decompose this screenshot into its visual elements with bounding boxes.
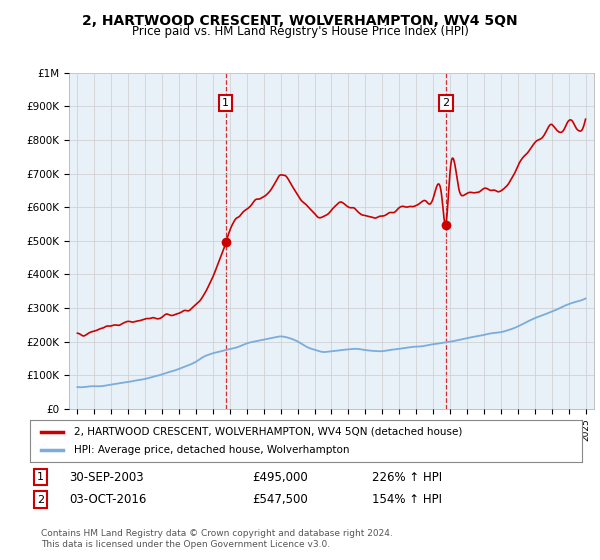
Text: HPI: Average price, detached house, Wolverhampton: HPI: Average price, detached house, Wolv… — [74, 445, 350, 455]
Text: £495,000: £495,000 — [252, 470, 308, 484]
Text: 2: 2 — [37, 494, 44, 505]
Text: 226% ↑ HPI: 226% ↑ HPI — [372, 470, 442, 484]
Text: Price paid vs. HM Land Registry's House Price Index (HPI): Price paid vs. HM Land Registry's House … — [131, 25, 469, 38]
Text: 1: 1 — [222, 98, 229, 108]
Text: 1: 1 — [37, 472, 44, 482]
Text: 2, HARTWOOD CRESCENT, WOLVERHAMPTON, WV4 5QN (detached house): 2, HARTWOOD CRESCENT, WOLVERHAMPTON, WV4… — [74, 427, 463, 437]
Text: 2: 2 — [442, 98, 449, 108]
Text: Contains HM Land Registry data © Crown copyright and database right 2024.
This d: Contains HM Land Registry data © Crown c… — [41, 529, 392, 549]
Text: 30-SEP-2003: 30-SEP-2003 — [69, 470, 143, 484]
Text: 03-OCT-2016: 03-OCT-2016 — [69, 493, 146, 506]
Text: 154% ↑ HPI: 154% ↑ HPI — [372, 493, 442, 506]
Text: 2, HARTWOOD CRESCENT, WOLVERHAMPTON, WV4 5QN: 2, HARTWOOD CRESCENT, WOLVERHAMPTON, WV4… — [82, 14, 518, 28]
Text: £547,500: £547,500 — [252, 493, 308, 506]
